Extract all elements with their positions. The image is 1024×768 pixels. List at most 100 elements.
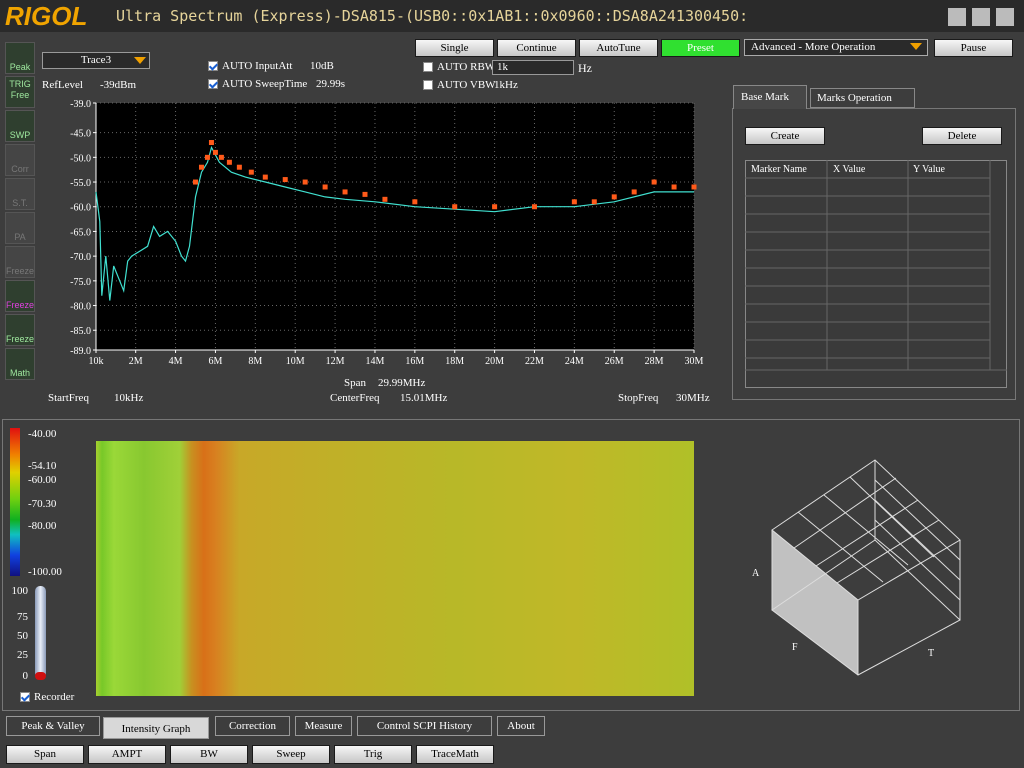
- x-tick-label: 16M: [405, 356, 424, 367]
- color-bar: [10, 428, 20, 576]
- bottom-tab[interactable]: About: [497, 716, 545, 736]
- column-header: Marker Name: [751, 164, 807, 175]
- x-tick-label: 24M: [565, 356, 584, 367]
- rbw-unit: Hz: [578, 61, 592, 75]
- bottom-tab[interactable]: Peak & Valley: [6, 716, 100, 736]
- sidebar-label: Corr: [11, 164, 29, 174]
- sidebar-button[interactable]: [5, 348, 35, 380]
- delete-button[interactable]: Delete: [922, 127, 1002, 145]
- checkbox[interactable]: [208, 79, 218, 89]
- max-hold-point: [531, 204, 537, 210]
- max-hold-point: [651, 179, 657, 185]
- max-hold-point: [591, 199, 597, 205]
- max-hold-point: [322, 184, 328, 190]
- bottom-tab[interactable]: Measure: [295, 716, 352, 736]
- ref-level: -39dBm: [100, 79, 137, 91]
- y-tick-label: -70.0: [70, 252, 91, 263]
- sidebar-button[interactable]: [5, 314, 35, 346]
- scale-label: -54.10: [28, 460, 57, 472]
- checkbox[interactable]: [423, 62, 433, 72]
- sidebar-button[interactable]: [5, 246, 35, 278]
- recorder-tick: 75: [17, 611, 28, 623]
- y-tick-label: -89.0: [70, 346, 91, 357]
- dropdown-arrow: [910, 43, 922, 56]
- bottom-button[interactable]: Trig: [334, 745, 412, 764]
- sidebar-button[interactable]: [5, 110, 35, 142]
- bottom-button[interactable]: AMPT: [88, 745, 166, 764]
- sidebar-button[interactable]: [5, 280, 35, 312]
- bottom-button[interactable]: Span: [6, 745, 84, 764]
- max-hold-point: [571, 199, 577, 205]
- slider-thumb[interactable]: [35, 672, 46, 680]
- bottom-button[interactable]: TraceMath: [416, 745, 494, 764]
- checkbox[interactable]: [208, 61, 218, 71]
- max-hold-point: [198, 164, 204, 170]
- checkbox[interactable]: [423, 80, 433, 90]
- stop-label: StopFreq: [618, 392, 659, 404]
- x-tick-label: 30M: [685, 356, 704, 367]
- checkbox[interactable]: [20, 692, 30, 702]
- recorder-tick: 0: [22, 670, 29, 682]
- bottom-tab[interactable]: Control SCPI History: [357, 716, 492, 736]
- intensity-panel: [2, 419, 1020, 711]
- axis-label: T: [928, 648, 934, 659]
- max-hold-point: [212, 149, 218, 155]
- sidebar-label: Math: [9, 368, 30, 378]
- bottom-button[interactable]: Sweep: [252, 745, 330, 764]
- sidebar-label: SWP: [9, 130, 31, 140]
- tab[interactable]: Base Mark: [733, 85, 807, 109]
- sidebar-label: Freeze: [5, 266, 34, 276]
- sidebar-button[interactable]: [5, 76, 35, 108]
- sidebar-label: Freeze: [5, 300, 34, 310]
- minimize-button[interactable]: [948, 8, 966, 26]
- bottom-button[interactable]: BW: [170, 745, 248, 764]
- sidebar-button[interactable]: [5, 212, 35, 244]
- y-tick-label: -50.0: [70, 153, 91, 164]
- bottom-tab[interactable]: Intensity Graph: [103, 717, 209, 739]
- sidebar-button[interactable]: [5, 178, 35, 210]
- max-hold-point: [193, 179, 199, 185]
- axis-label: A: [752, 568, 760, 579]
- sidebar-button[interactable]: [5, 144, 35, 176]
- title-bar: [0, 0, 1024, 32]
- recorder-tick: 50: [17, 630, 28, 642]
- pause-button[interactable]: Pause: [934, 39, 1013, 57]
- vbw-label: AUTO VBW: [437, 79, 496, 91]
- x-tick-label: 28M: [645, 356, 664, 367]
- x-tick-label: 2M: [129, 356, 143, 367]
- sweep-time-label: AUTO SweepTime: [222, 78, 308, 90]
- mode-select[interactable]: Advanced - More Operation: [744, 39, 928, 56]
- max-hold-point: [362, 191, 368, 197]
- center-label: CenterFreq: [330, 392, 380, 404]
- toolbar-button[interactable]: Continue: [497, 39, 576, 57]
- recorder-tick: 25: [17, 649, 28, 661]
- scale-label: -60.00: [28, 474, 57, 486]
- ref-level-label: RefLevel: [42, 79, 83, 91]
- close-button[interactable]: [996, 8, 1014, 26]
- sidebar-button[interactable]: [5, 42, 35, 74]
- create-button[interactable]: Create: [745, 127, 825, 145]
- toolbar-button[interactable]: AutoTune: [579, 39, 658, 57]
- start-label: StartFreq: [48, 392, 89, 404]
- max-hold-point: [218, 154, 224, 160]
- trace-select[interactable]: Trace3: [42, 52, 150, 69]
- stop-freq: 30MHz: [676, 392, 710, 404]
- toolbar-button[interactable]: Preset: [661, 39, 740, 57]
- y-tick-label: -60.0: [70, 203, 91, 214]
- y-tick-label: -39.0: [70, 99, 91, 110]
- y-tick-label: -45.0: [70, 129, 91, 140]
- toolbar-button[interactable]: Single: [415, 39, 494, 57]
- recorder-slider[interactable]: [35, 586, 46, 678]
- help-button[interactable]: [972, 8, 990, 26]
- y-tick-label: -65.0: [70, 227, 91, 238]
- x-tick-label: 8M: [248, 356, 262, 367]
- y-tick-label: -80.0: [70, 302, 91, 313]
- x-tick-label: 4M: [169, 356, 183, 367]
- bottom-tab[interactable]: Correction: [215, 716, 290, 736]
- tab[interactable]: Marks Operation: [810, 88, 915, 108]
- max-hold-point: [671, 184, 677, 190]
- rbw-input[interactable]: 1k: [492, 60, 574, 75]
- scale-label: -100.00: [28, 566, 62, 578]
- x-tick-label: 6M: [208, 356, 222, 367]
- scale-label: -70.30: [28, 498, 57, 510]
